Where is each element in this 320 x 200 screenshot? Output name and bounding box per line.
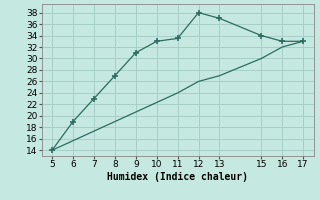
X-axis label: Humidex (Indice chaleur): Humidex (Indice chaleur)	[107, 172, 248, 182]
